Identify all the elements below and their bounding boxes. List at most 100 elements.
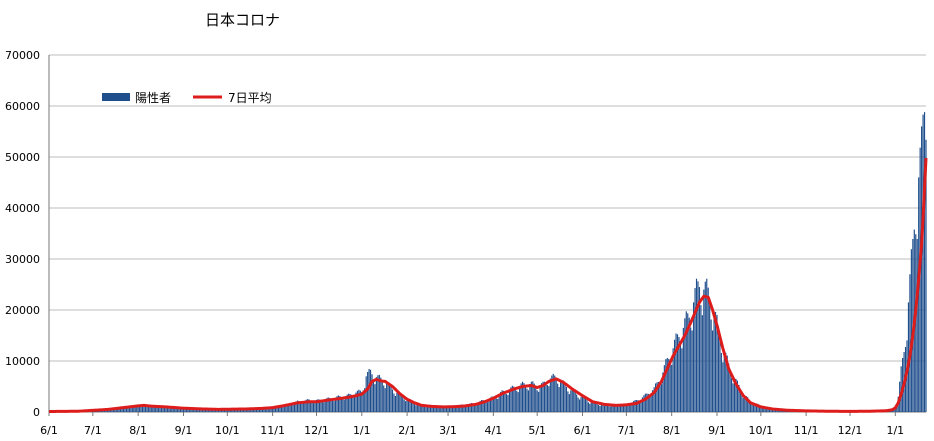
bar <box>162 406 164 412</box>
bar <box>752 404 755 412</box>
bar <box>327 397 329 412</box>
x-tick-label: 1/1 <box>353 424 371 437</box>
bar <box>315 399 318 412</box>
bar <box>574 392 576 412</box>
bar <box>590 402 592 412</box>
bar <box>491 396 493 412</box>
bar <box>706 278 708 412</box>
bar <box>552 373 554 412</box>
bar <box>655 383 657 412</box>
line-series <box>48 157 928 413</box>
legend-label-bar: 陽性者 <box>135 91 171 105</box>
bar <box>253 408 255 412</box>
bar <box>524 385 527 412</box>
bar <box>292 404 294 412</box>
bar <box>257 408 259 412</box>
bar <box>407 398 410 412</box>
bar <box>451 405 454 412</box>
bar <box>200 409 202 412</box>
x-tick-label: 9/1 <box>175 424 193 437</box>
x-tick-label: 3/1 <box>439 424 457 437</box>
bar <box>571 389 573 412</box>
bar <box>120 408 122 412</box>
bar <box>453 406 455 412</box>
bar <box>447 406 449 412</box>
bar <box>387 382 389 412</box>
bar <box>174 407 176 412</box>
bar <box>672 348 674 412</box>
bar <box>194 408 196 412</box>
bar <box>137 406 139 412</box>
bar <box>276 406 278 412</box>
bar <box>625 403 627 412</box>
bar <box>219 409 221 412</box>
y-tick-label: 40000 <box>5 202 40 215</box>
bar <box>650 395 652 412</box>
bar <box>393 393 395 412</box>
bar <box>725 352 727 412</box>
bar <box>681 348 683 412</box>
bar <box>543 381 546 412</box>
bar <box>535 386 537 412</box>
bar <box>894 407 896 412</box>
bar <box>311 402 313 412</box>
bar <box>675 333 677 412</box>
y-tick-label: 30000 <box>5 253 40 266</box>
bar <box>472 403 474 412</box>
bar <box>492 396 494 412</box>
bar <box>388 382 391 412</box>
bar <box>134 405 136 412</box>
bar <box>720 352 722 412</box>
line-7day-average <box>48 157 928 413</box>
legend-swatch-bar <box>102 93 130 101</box>
bar <box>615 404 617 412</box>
bar <box>690 327 692 412</box>
bar <box>476 404 478 412</box>
bar <box>272 408 274 412</box>
bar <box>434 407 436 412</box>
y-tick-label: 0 <box>33 406 40 419</box>
x-tick-label: 1/1 <box>886 424 904 437</box>
bar <box>118 409 120 412</box>
bar <box>182 408 185 412</box>
bar <box>153 405 155 412</box>
bar <box>317 399 319 412</box>
y-axis: 0 10000 20000 30000 40000 50000 60000 70000 <box>5 49 50 419</box>
x-tick-label: 11/1 <box>260 424 285 437</box>
bar <box>386 382 388 412</box>
bar <box>324 399 326 412</box>
bar <box>185 408 187 412</box>
bar <box>630 404 632 412</box>
bar <box>133 405 135 412</box>
bar <box>669 363 671 412</box>
bar <box>507 395 509 412</box>
bar <box>698 287 701 412</box>
bar <box>258 408 261 412</box>
bar <box>486 402 489 412</box>
bar <box>741 394 743 412</box>
bar <box>587 402 589 412</box>
x-tick-label: 11/1 <box>794 424 819 437</box>
bar <box>521 381 524 412</box>
bar <box>305 399 307 412</box>
bar <box>207 409 209 412</box>
bar <box>478 402 480 412</box>
bar <box>264 408 266 412</box>
bar <box>684 318 686 412</box>
bar <box>577 397 579 412</box>
bar <box>657 382 660 412</box>
bar <box>201 409 204 412</box>
bar <box>187 408 189 412</box>
bar <box>412 402 414 412</box>
bar <box>308 399 310 412</box>
bar <box>653 387 655 412</box>
bar <box>293 402 296 412</box>
bar <box>384 388 386 412</box>
bar <box>181 408 183 412</box>
bar <box>117 409 119 412</box>
bar <box>501 390 503 412</box>
bar <box>263 408 265 412</box>
bar <box>482 400 484 412</box>
bar <box>307 399 309 412</box>
bar <box>131 405 133 412</box>
